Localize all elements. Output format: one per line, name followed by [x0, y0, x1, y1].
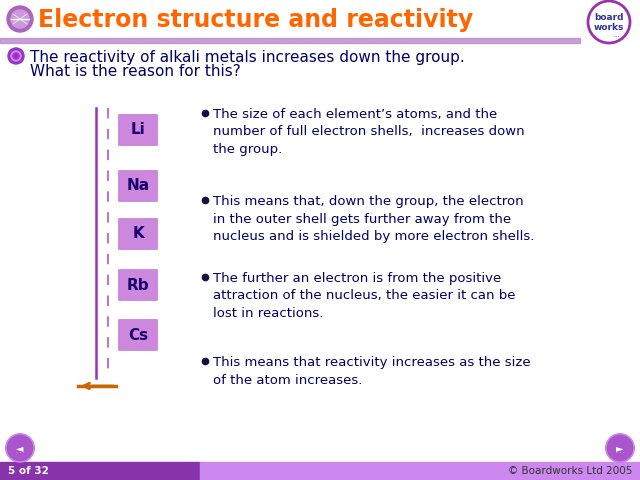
Circle shape	[11, 10, 29, 28]
Text: The size of each element’s atoms, and the
number of full electron shells,  incre: The size of each element’s atoms, and th…	[213, 108, 525, 156]
Circle shape	[8, 48, 24, 64]
Text: board: board	[595, 13, 624, 23]
Text: Na: Na	[127, 179, 150, 193]
Text: 5 of 32: 5 of 32	[8, 466, 49, 476]
Text: · · ·: · · ·	[616, 451, 625, 456]
FancyBboxPatch shape	[117, 169, 159, 203]
Text: ...: ...	[614, 32, 620, 38]
Bar	[0, 0, 640, 42]
FancyBboxPatch shape	[117, 217, 159, 251]
Circle shape	[606, 434, 634, 462]
Bar	[0, 38, 580, 43]
Text: · · ·: · · ·	[15, 451, 24, 456]
Bar	[200, 462, 640, 480]
Text: K: K	[132, 227, 144, 241]
FancyBboxPatch shape	[117, 268, 159, 302]
Bar	[0, 462, 200, 480]
Text: This means that reactivity increases as the size
of the atom increases.: This means that reactivity increases as …	[213, 356, 531, 386]
Text: Rb: Rb	[127, 277, 149, 292]
Text: This means that, down the group, the electron
in the outer shell gets further aw: This means that, down the group, the ele…	[213, 195, 534, 243]
Circle shape	[11, 51, 21, 61]
Text: Cs: Cs	[128, 327, 148, 343]
Circle shape	[7, 6, 33, 32]
FancyBboxPatch shape	[117, 318, 159, 352]
Text: works: works	[594, 23, 624, 32]
Text: Li: Li	[131, 122, 145, 137]
Text: The reactivity of alkali metals increases down the group.: The reactivity of alkali metals increase…	[30, 50, 465, 65]
Text: Electron structure and reactivity: Electron structure and reactivity	[38, 8, 473, 32]
Text: ◄: ◄	[16, 443, 24, 453]
Circle shape	[6, 434, 34, 462]
Circle shape	[588, 1, 630, 43]
FancyBboxPatch shape	[117, 113, 159, 147]
Circle shape	[13, 53, 19, 59]
Text: ►: ►	[616, 443, 624, 453]
Text: The further an electron is from the positive
attraction of the nucleus, the easi: The further an electron is from the posi…	[213, 272, 515, 320]
Text: What is the reason for this?: What is the reason for this?	[30, 64, 241, 79]
Text: © Boardworks Ltd 2005: © Boardworks Ltd 2005	[508, 466, 632, 476]
